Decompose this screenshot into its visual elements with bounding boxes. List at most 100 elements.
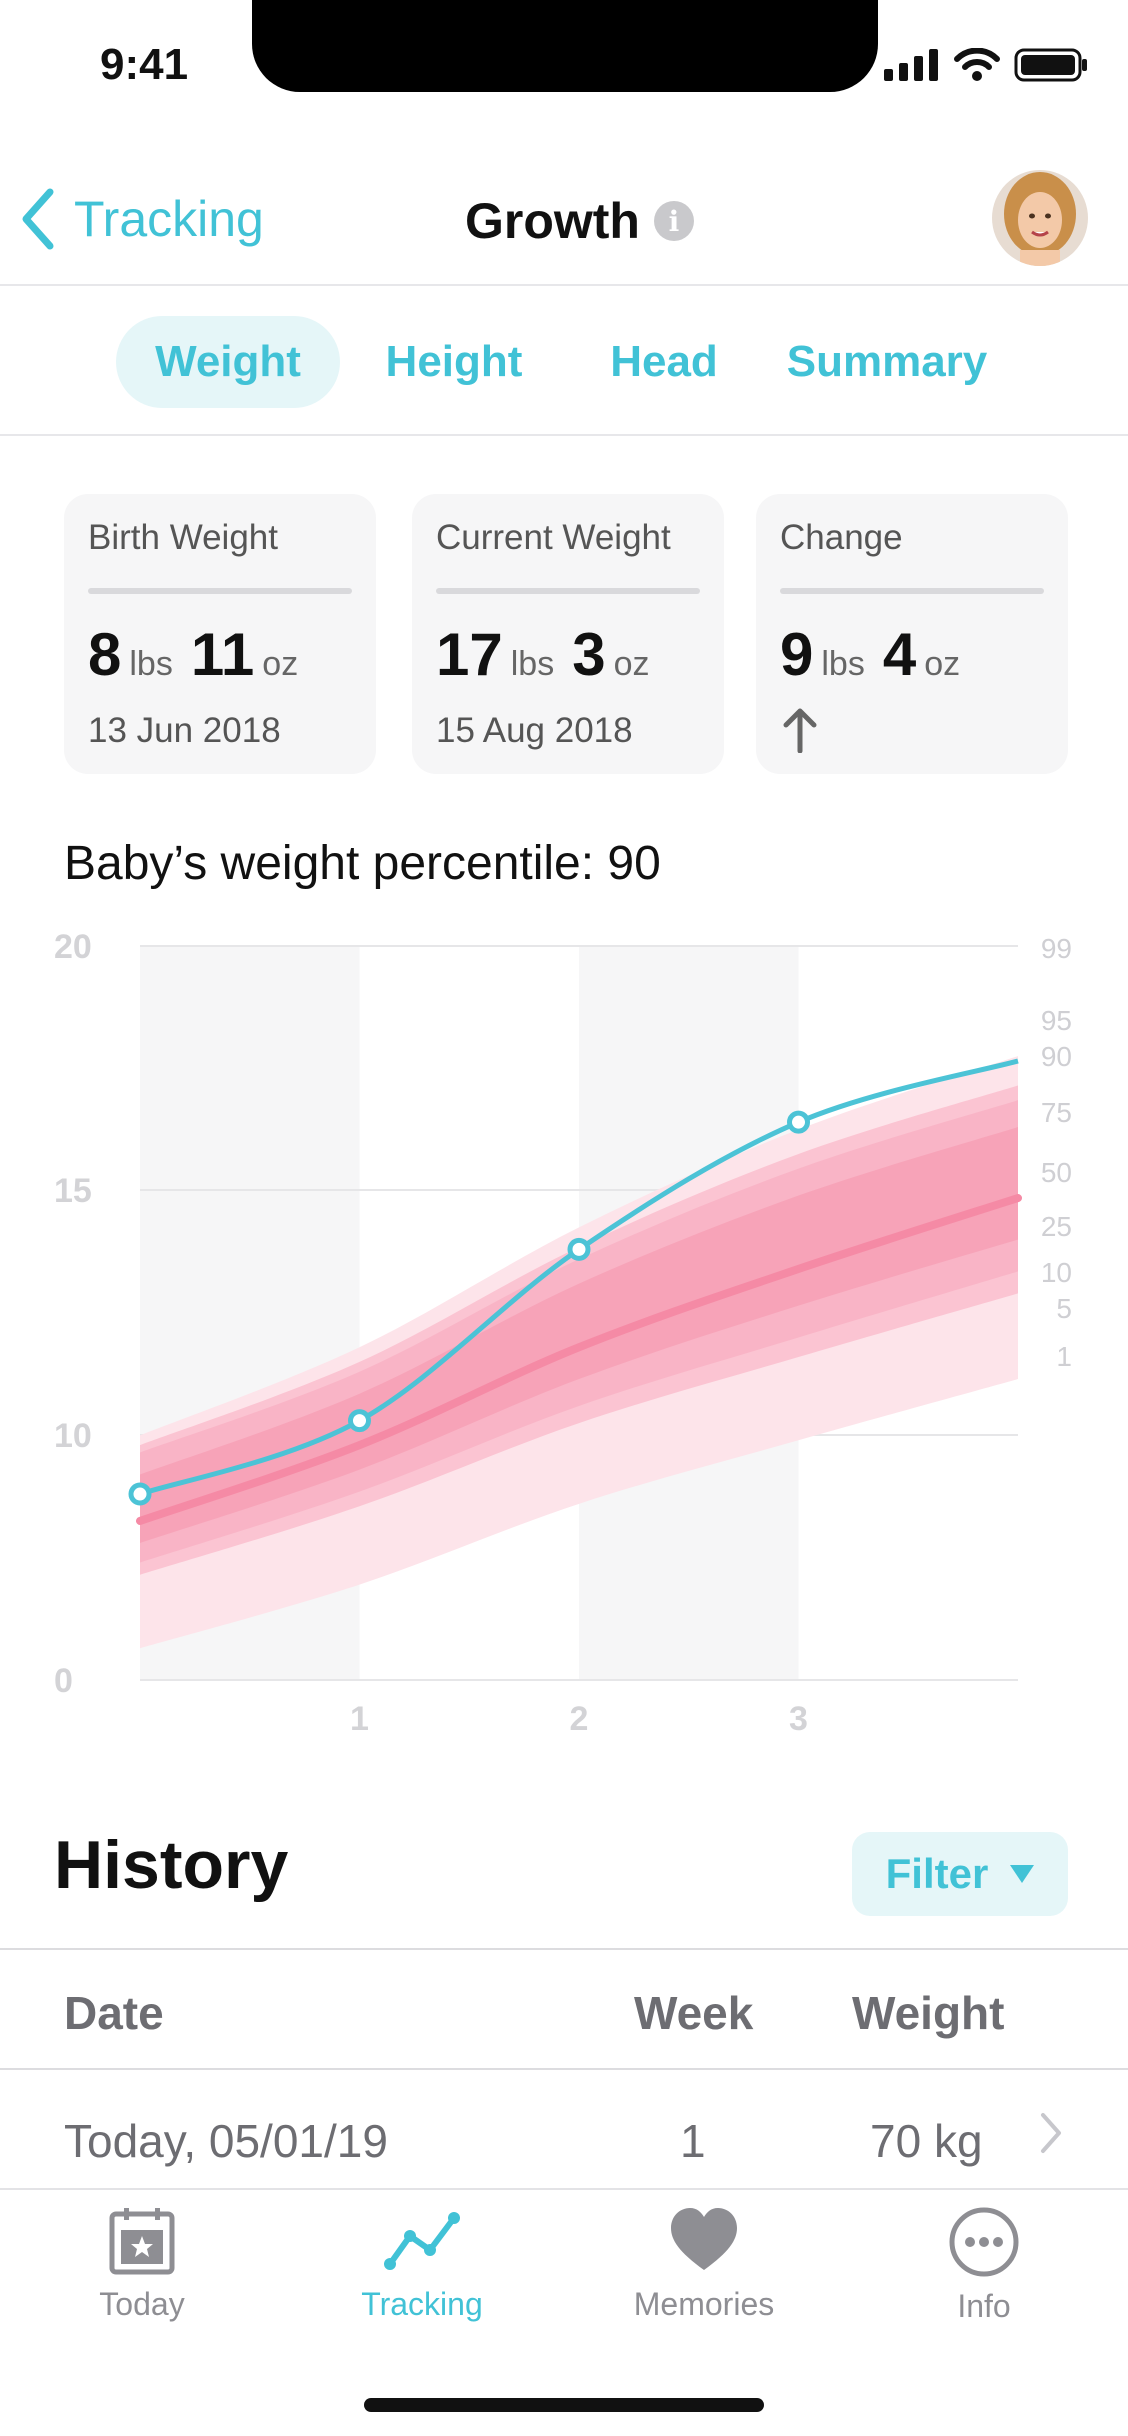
weight-value: 8 lbs 11 oz bbox=[88, 620, 352, 689]
history-table-header: Date Week Weight bbox=[0, 1948, 1128, 2070]
avatar-image bbox=[992, 170, 1088, 266]
trend-line-icon bbox=[384, 2212, 460, 2270]
x-tick-label: 2 bbox=[570, 1700, 589, 1738]
row-weight: 70 kg bbox=[870, 2115, 983, 2167]
row-date: Today, 05/01/19 bbox=[64, 2115, 388, 2167]
tabbar-label: Memories bbox=[633, 2286, 775, 2322]
percentile-label: 10 bbox=[1041, 1257, 1072, 1288]
tab-label: Summary bbox=[786, 337, 988, 386]
baby-weight-point bbox=[348, 1409, 371, 1433]
oz-value: 4 bbox=[882, 621, 917, 688]
back-button[interactable]: Tracking bbox=[20, 188, 264, 250]
status-icons bbox=[884, 48, 1088, 82]
lbs-value: 9 bbox=[780, 621, 814, 688]
oz-unit: oz bbox=[613, 645, 650, 683]
tabbar-item-info[interactable]: Info bbox=[884, 2206, 1084, 2325]
tab-bar: Today Tracking Memories Info bbox=[0, 2188, 1128, 2436]
column-date: Date bbox=[64, 1987, 164, 2039]
divider bbox=[88, 588, 352, 594]
weight-value: 9 lbs 4 oz bbox=[780, 620, 1044, 689]
lbs-unit: lbs bbox=[129, 645, 173, 683]
x-tick-label: 1 bbox=[350, 1700, 369, 1738]
home-indicator bbox=[364, 2398, 764, 2412]
divider bbox=[436, 588, 700, 594]
tab-weight[interactable]: Weight bbox=[116, 316, 340, 408]
oz-unit: oz bbox=[262, 645, 299, 683]
tabbar-label: Info bbox=[957, 2288, 1011, 2324]
current-weight-card: Current Weight 17 lbs 3 oz 15 Aug 2018 bbox=[412, 494, 724, 774]
divider bbox=[780, 588, 1044, 594]
filter-label: Filter bbox=[885, 1850, 989, 1897]
tabbar-item-today[interactable]: Today bbox=[42, 2206, 242, 2323]
tab-summary[interactable]: Summary bbox=[772, 316, 1002, 408]
percentile-band-75 bbox=[140, 1127, 1018, 1543]
column-weight: Weight bbox=[852, 1987, 1005, 2039]
device-notch bbox=[252, 0, 878, 92]
lbs-unit: lbs bbox=[510, 645, 555, 683]
more-circle-icon bbox=[949, 2207, 1019, 2277]
percentile-label: 25 bbox=[1041, 1211, 1072, 1242]
card-date: 15 Aug 2018 bbox=[436, 711, 633, 750]
y-tick-label: 15 bbox=[54, 1172, 92, 1210]
percentile-label: 50 bbox=[1041, 1157, 1072, 1188]
tab-label: Weight bbox=[155, 337, 301, 386]
birth-weight-card: Birth Weight 8 lbs 11 oz 13 Jun 2018 bbox=[64, 494, 376, 774]
tabbar-item-memories[interactable]: Memories bbox=[604, 2206, 804, 2323]
column-week: Week bbox=[634, 1987, 754, 2039]
tabbar-item-tracking[interactable]: Tracking bbox=[322, 2206, 522, 2323]
chevron-right-icon bbox=[1041, 2113, 1061, 2153]
percentile-label: 95 bbox=[1041, 1005, 1072, 1036]
change-direction bbox=[780, 707, 1044, 758]
caret-down-icon bbox=[1010, 1865, 1035, 1883]
baby-weight-point bbox=[787, 1110, 810, 1134]
lbs-value: 17 bbox=[436, 621, 503, 688]
arrow-up-icon bbox=[783, 708, 817, 754]
lbs-unit: lbs bbox=[821, 645, 865, 683]
tab-label: Head bbox=[610, 337, 718, 386]
filter-button[interactable]: Filter bbox=[852, 1832, 1068, 1916]
signal-icon bbox=[884, 49, 938, 81]
x-tick-label: 3 bbox=[789, 1700, 808, 1738]
table-row[interactable]: Today, 05/01/19 1 70 kg bbox=[0, 2070, 1128, 2188]
baby-weight-point bbox=[567, 1237, 591, 1261]
status-time: 9:41 bbox=[100, 40, 189, 89]
y-tick-label: 0 bbox=[54, 1662, 73, 1700]
tabbar-label: Tracking bbox=[361, 2286, 483, 2322]
info-icon[interactable]: i bbox=[653, 201, 694, 241]
oz-unit: oz bbox=[924, 645, 961, 683]
segment-tabs: Weight Height Head Summary bbox=[0, 288, 1128, 436]
percentile-text: Baby’s weight percentile: 90 bbox=[64, 837, 661, 890]
tabbar-label: Today bbox=[99, 2286, 185, 2322]
history-title: History bbox=[54, 1827, 289, 1903]
card-title: Current Weight bbox=[436, 518, 671, 557]
tab-head[interactable]: Head bbox=[566, 316, 762, 408]
lbs-value: 8 bbox=[88, 621, 122, 688]
card-date: 13 Jun 2018 bbox=[88, 711, 281, 750]
wifi-icon bbox=[954, 48, 1000, 81]
weight-percentile-chart: 0 10 15 20 1 2 3 99 95 90 75 50 25 10 5 1 bbox=[54, 928, 1072, 1738]
tab-height[interactable]: Height bbox=[356, 316, 552, 408]
navigation-bar: Tracking Growth i bbox=[0, 160, 1128, 286]
percentile-label: 1 bbox=[1056, 1341, 1072, 1372]
percentile-label: 5 bbox=[1056, 1293, 1072, 1324]
battery-icon bbox=[1014, 48, 1087, 82]
percentile-label: 99 bbox=[1041, 933, 1072, 964]
row-week: 1 bbox=[680, 2115, 706, 2167]
page-title-text: Growth bbox=[465, 193, 640, 249]
oz-value: 3 bbox=[572, 621, 606, 688]
calendar-star-icon bbox=[109, 2208, 175, 2275]
y-tick-label: 10 bbox=[54, 1417, 92, 1455]
page-title: Growth i bbox=[465, 192, 694, 250]
median-line bbox=[136, 1194, 1022, 1525]
oz-value: 11 bbox=[190, 621, 255, 688]
card-title: Birth Weight bbox=[88, 518, 278, 557]
tab-label: Height bbox=[385, 337, 523, 386]
percentile-label: 90 bbox=[1041, 1041, 1072, 1072]
avatar[interactable] bbox=[992, 170, 1088, 266]
chevron-left-icon bbox=[22, 188, 54, 250]
card-title: Change bbox=[780, 518, 903, 557]
baby-weight-point bbox=[128, 1482, 152, 1506]
change-card: Change 9 lbs 4 oz bbox=[756, 494, 1068, 774]
percentile-label: 75 bbox=[1041, 1097, 1072, 1128]
status-bar: 9:41 bbox=[0, 0, 1128, 140]
